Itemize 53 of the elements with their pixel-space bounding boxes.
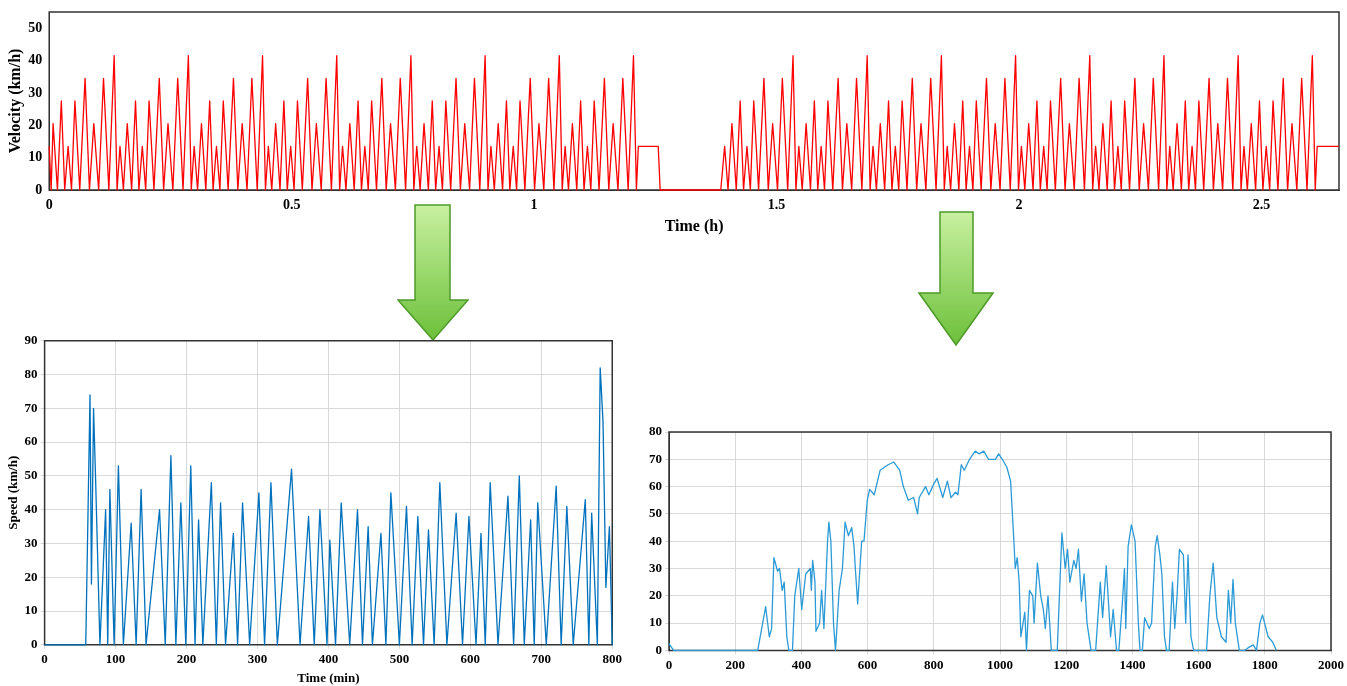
- y-axis-title: Speed (km/h): [5, 455, 21, 530]
- x-tick-label: 1400: [1119, 656, 1146, 672]
- x-tick-label: 600: [857, 656, 878, 672]
- x-tick-label: 1600: [1185, 656, 1212, 672]
- y-tick-label: 30: [649, 559, 662, 575]
- y-tick-label: 40: [649, 532, 662, 548]
- x-tick-label: 800: [602, 650, 622, 666]
- x-tick-label: 800: [924, 656, 944, 672]
- y-tick-label: 70: [24, 399, 38, 415]
- x-axis-title: Time (h): [664, 216, 724, 235]
- x-tick-label: 700: [531, 650, 552, 666]
- y-tick-label: 60: [649, 477, 662, 493]
- x-tick-label: 500: [389, 650, 410, 666]
- x-tick-label: 0: [45, 197, 53, 213]
- y-tick-label: 90: [24, 332, 38, 348]
- y-tick-label: 20: [28, 116, 43, 132]
- x-tick-label: 1: [530, 197, 538, 213]
- y-tick-label: 10: [24, 602, 38, 618]
- y-tick-label: 0: [35, 181, 43, 197]
- y-tick-label: 70: [649, 450, 662, 466]
- y-tick-label: 30: [24, 534, 38, 550]
- y-axis-title: Velocity (km/h): [5, 48, 24, 154]
- y-tick-label: 10: [28, 149, 43, 165]
- y-tick-label: 50: [24, 467, 38, 483]
- x-tick-label: 200: [725, 656, 745, 672]
- x-tick-label: 1.5: [767, 197, 786, 213]
- x-tick-label: 0.5: [282, 197, 301, 213]
- y-tick-label: 40: [28, 52, 43, 68]
- y-tick-label: 80: [649, 423, 662, 439]
- x-tick-label: 400: [791, 656, 812, 672]
- x-tick-label: 1000: [987, 656, 1013, 672]
- y-tick-label: 40: [24, 501, 38, 517]
- x-tick-label: 400: [318, 650, 339, 666]
- y-tick-label: 20: [24, 568, 38, 584]
- y-tick-label: 0: [31, 636, 38, 652]
- x-tick-label: 2: [1015, 197, 1023, 213]
- y-tick-label: 10: [649, 614, 662, 630]
- x-tick-label: 600: [460, 650, 481, 666]
- y-tick-label: 60: [24, 433, 38, 449]
- x-tick-label: 200: [176, 650, 197, 666]
- x-tick-label: 100: [105, 650, 126, 666]
- y-tick-label: 20: [649, 587, 662, 603]
- y-tick-label: 50: [649, 505, 662, 521]
- x-axis-title: Time (min): [297, 669, 360, 685]
- y-tick-label: 80: [24, 365, 38, 381]
- x-tick-label: 0: [665, 656, 673, 672]
- x-tick-label: 2000: [1318, 656, 1344, 672]
- x-tick-label: 1800: [1251, 656, 1278, 672]
- y-tick-label: 50: [28, 19, 43, 35]
- x-tick-label: 1200: [1053, 656, 1080, 672]
- x-tick-label: 2.5: [1252, 197, 1271, 213]
- y-tick-label: 30: [28, 84, 43, 100]
- x-tick-label: 300: [247, 650, 268, 666]
